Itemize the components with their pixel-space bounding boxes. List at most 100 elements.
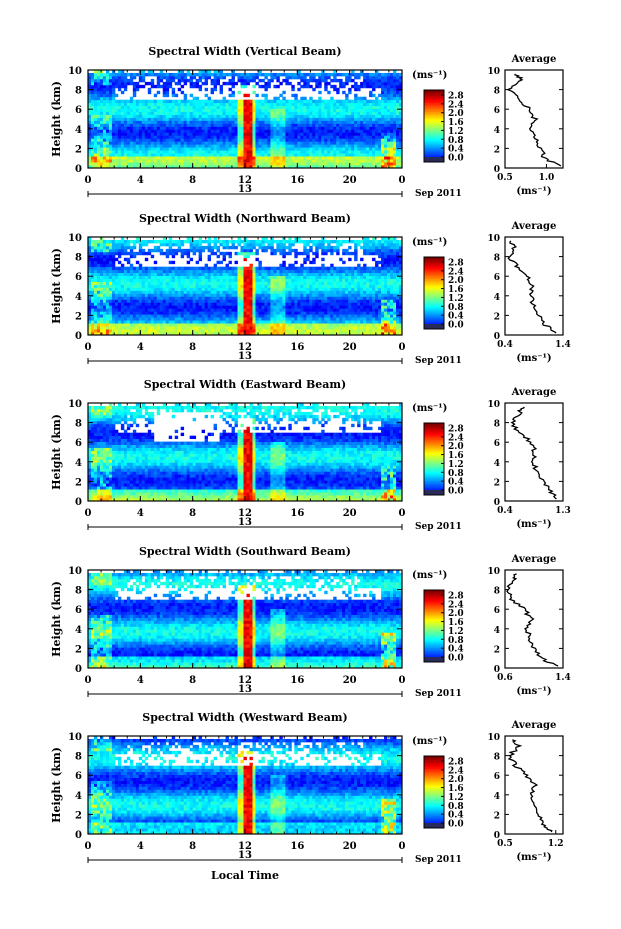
heatmap-cell: [93, 254, 98, 259]
heatmap-cell: [390, 108, 394, 112]
heatmap-cell: [363, 132, 367, 136]
heatmap-cell: [273, 144, 277, 148]
heatmap-cell: [306, 156, 310, 160]
heatmap-cell: [102, 81, 107, 86]
heatmap-cell: [309, 99, 313, 104]
heatmap-cell: [207, 308, 212, 312]
heatmap-cell: [294, 72, 298, 77]
heatmap-cell: [144, 108, 149, 112]
heatmap-cell: [345, 132, 349, 136]
heatmap-cell: [90, 93, 95, 98]
heatmap-cell: [333, 78, 337, 83]
x-tick-label: 0: [399, 175, 406, 186]
heatmap-cell: [243, 299, 247, 303]
heatmap-cell: [162, 90, 167, 95]
heatmap-cell: [366, 108, 370, 112]
heatmap-cell: [159, 153, 164, 157]
heatmap-cell: [300, 117, 304, 121]
heatmap-cell: [120, 320, 125, 324]
heatmap-cell: [213, 296, 217, 300]
heatmap-cell: [288, 114, 292, 118]
heatmap-cell: [261, 117, 265, 121]
heatmap-cell: [93, 281, 98, 285]
heatmap-cell: [240, 138, 244, 142]
heatmap-cell: [399, 153, 403, 157]
heatmap-cell: [354, 150, 358, 154]
heatmap-cell: [114, 93, 119, 98]
heatmap-cell: [312, 123, 316, 127]
heatmap-cell: [168, 305, 173, 309]
heatmap-cell: [207, 254, 212, 259]
heatmap-cell: [252, 84, 256, 89]
heatmap-cell: [246, 93, 250, 98]
heatmap-cell: [351, 72, 355, 77]
heatmap-cell: [195, 120, 200, 124]
heatmap-cell: [270, 150, 274, 154]
heatmap-cell: [249, 296, 253, 300]
heatmap-cell: [267, 135, 271, 139]
heatmap-cell: [204, 156, 209, 160]
heatmap-cell: [300, 126, 304, 130]
heatmap-cell: [324, 141, 328, 145]
heatmap-cell: [114, 114, 119, 118]
heatmap-cell: [114, 332, 119, 336]
heatmap-cell: [171, 135, 176, 139]
heatmap-cell: [88, 84, 92, 89]
heatmap-cell: [330, 72, 334, 77]
heatmap-cell: [195, 147, 200, 151]
heatmap-cell: [198, 269, 203, 274]
heatmap-cell: [267, 165, 271, 169]
heatmap-cell: [129, 123, 134, 127]
heatmap-cell: [186, 293, 191, 297]
heatmap-cell: [342, 102, 346, 107]
heatmap-cell: [111, 156, 116, 160]
heatmap-cell: [372, 117, 376, 121]
heatmap-cell: [303, 147, 307, 151]
heatmap-cell: [141, 329, 146, 333]
heatmap-cell: [213, 102, 217, 107]
heatmap-cell: [306, 111, 310, 115]
heatmap-cell: [351, 108, 355, 112]
heatmap-cell: [153, 302, 158, 306]
heatmap-cell: [393, 126, 397, 130]
heatmap-cell: [303, 132, 307, 136]
heatmap-cell: [357, 108, 361, 112]
colorbar-tick-label: 1.2: [448, 127, 464, 137]
heatmap-cell: [231, 138, 235, 142]
heatmap-cell: [168, 102, 173, 107]
heatmap-cell: [105, 70, 110, 74]
heatmap-cell: [354, 162, 358, 166]
heatmap-cell: [195, 290, 200, 294]
heatmap-cell: [243, 305, 247, 309]
heatmap-cell: [369, 111, 373, 115]
heatmap-cell: [246, 78, 250, 83]
heatmap-cell: [252, 162, 256, 166]
heatmap-cell: [189, 332, 194, 336]
heatmap-cell: [171, 314, 176, 318]
heatmap-cell: [111, 123, 116, 127]
heatmap-cell: [120, 90, 125, 95]
heatmap-cell: [363, 144, 367, 148]
heatmap-cell: [261, 99, 265, 104]
heatmap-cell: [117, 87, 122, 92]
heatmap-cell: [159, 138, 164, 142]
heatmap-cell: [204, 311, 209, 315]
heatmap-cell: [291, 150, 295, 154]
heatmap-cell: [252, 290, 256, 294]
heatmap-cell: [156, 287, 161, 291]
heatmap-cell: [297, 129, 301, 133]
heatmap-cell: [135, 114, 140, 118]
heatmap-cell: [186, 287, 191, 291]
heatmap-cell: [327, 75, 331, 80]
heatmap-cell: [195, 239, 200, 244]
heatmap-cell: [90, 135, 95, 139]
heatmap-cell: [186, 326, 191, 330]
heatmap-cell: [88, 78, 92, 83]
heatmap-cell: [219, 123, 223, 127]
heatmap-cell: [255, 302, 259, 306]
heatmap-cell: [279, 162, 283, 166]
heatmap-cell: [171, 269, 176, 274]
heatmap-cell: [180, 296, 185, 300]
heatmap-cell: [294, 141, 298, 145]
heatmap-cell: [210, 314, 214, 318]
